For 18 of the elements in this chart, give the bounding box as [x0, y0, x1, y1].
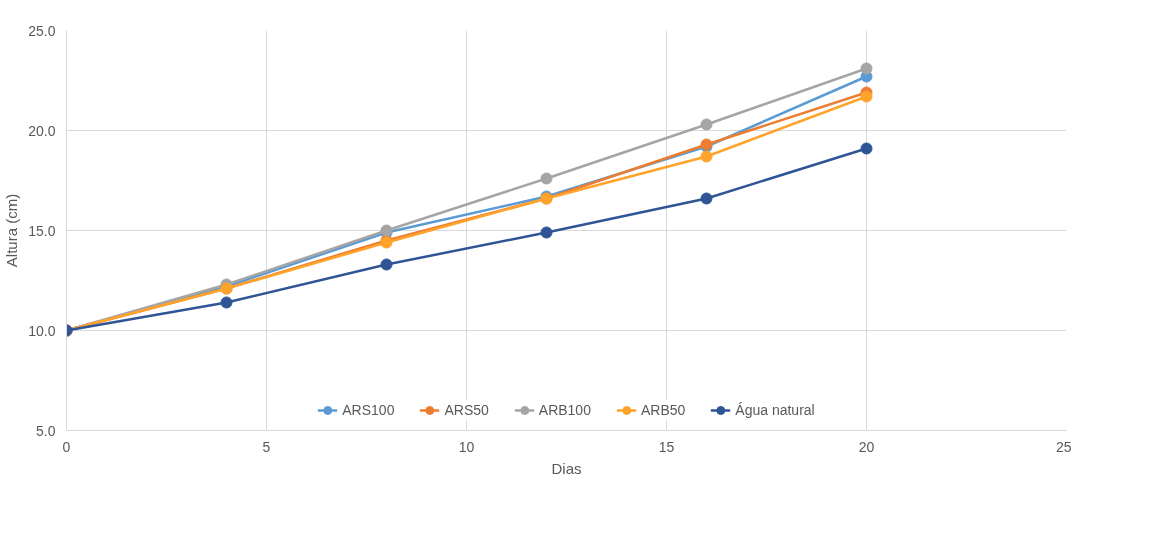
x-tick-label: 5: [262, 438, 271, 455]
y-tick-label: 15.0: [28, 222, 56, 239]
legend-label: ARS100: [342, 402, 395, 418]
x-tick-label: 25: [1055, 438, 1072, 455]
x-tick-label: 20: [858, 438, 875, 455]
y-axis-title: Altura (cm): [3, 193, 21, 268]
x-tick-label: 0: [62, 438, 71, 455]
legend-label: ARB50: [640, 402, 686, 418]
legend-label: ARS50: [444, 402, 489, 418]
x-tick-label: 10: [458, 438, 475, 455]
y-tick-label: 10.0: [28, 322, 56, 339]
y-tick-label: 20.0: [28, 122, 56, 139]
y-tick-label: 25.0: [28, 22, 56, 39]
legend-label: ARB100: [538, 402, 591, 418]
x-axis-title: Dias: [551, 459, 582, 477]
y-tick-label: 5.0: [36, 422, 56, 439]
legend-label: Água natural: [735, 402, 815, 418]
x-tick-label: 15: [658, 438, 675, 455]
